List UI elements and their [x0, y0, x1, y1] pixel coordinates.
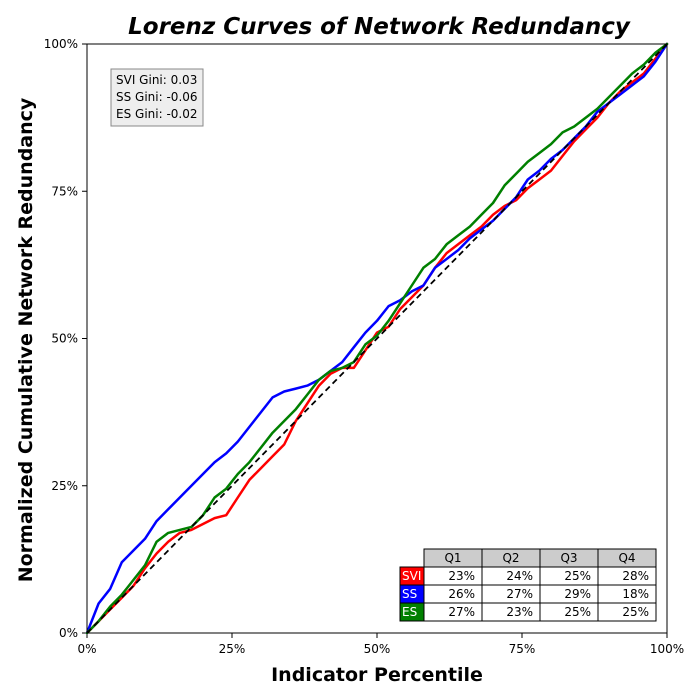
series-line-svi — [85, 42, 669, 635]
x-tick-label: 75% — [509, 642, 536, 656]
table-cell-value: 29% — [564, 587, 591, 601]
y-tick-label: 25% — [51, 479, 78, 493]
y-tick-label: 0% — [59, 626, 78, 640]
plot-area — [85, 42, 669, 635]
gini-box-background — [110, 68, 204, 127]
chart-title: Lorenz Curves of Network Redundancy — [128, 14, 631, 40]
table-row-label: ES — [402, 605, 417, 619]
table-cell-value: 26% — [448, 587, 475, 601]
gini-line-es: ES Gini: -0.02 — [116, 107, 198, 121]
table-cell-value: 23% — [506, 605, 533, 619]
table-cell-value: 25% — [564, 605, 591, 619]
plot-frame — [86, 43, 668, 634]
y-tick-label: 100% — [44, 37, 78, 51]
x-tick-label: 100% — [650, 642, 684, 656]
table-cell-value: 28% — [622, 569, 649, 583]
x-tick-label: 0% — [77, 642, 96, 656]
table-cell-value: 18% — [622, 587, 649, 601]
x-axis-label: Indicator Percentile — [271, 664, 483, 686]
table-cell-value: 27% — [506, 587, 533, 601]
table-cell — [597, 602, 657, 622]
table-header-label: Q4 — [618, 551, 635, 565]
series-line-ss — [85, 42, 669, 635]
quartile-table: Q1 Q2 Q3 Q4 SVI 23% 24% 25% 28% SS 26% 27% 29% 18% ES 2… — [399, 548, 657, 622]
x-tick-label: 50% — [364, 642, 391, 656]
series-line-es — [85, 42, 669, 635]
gini-line-ss: SS Gini: -0.06 — [116, 90, 198, 104]
x-tick-label: 25% — [219, 642, 246, 656]
gini-line-svi: SVI Gini: 0.03 — [116, 73, 197, 87]
table-row-label: SVI — [402, 569, 421, 583]
table-header-label: Q2 — [502, 551, 519, 565]
table-header-label: Q3 — [560, 551, 577, 565]
axis-ticks: 0% 25% 50% 75% 100% 0% 25% 50% 75% 100% — [44, 37, 684, 656]
table-header-label: Q1 — [444, 551, 461, 565]
table-cell-value: 25% — [622, 605, 649, 619]
y-axis-label: Normalized Cumulative Network Redundancy — [15, 97, 37, 582]
table-row-label: SS — [402, 587, 417, 601]
table-cell-value: 24% — [506, 569, 533, 583]
table-cell-value: 27% — [448, 605, 475, 619]
equality-reference-line — [86, 43, 668, 634]
table-cell-value: 25% — [564, 569, 591, 583]
table-cell-value: 23% — [448, 569, 475, 583]
y-tick-label: 50% — [51, 332, 78, 346]
gini-box: SVI Gini: 0.03 SS Gini: -0.06 ES Gini: -… — [110, 68, 204, 127]
y-tick-label: 75% — [51, 184, 78, 198]
